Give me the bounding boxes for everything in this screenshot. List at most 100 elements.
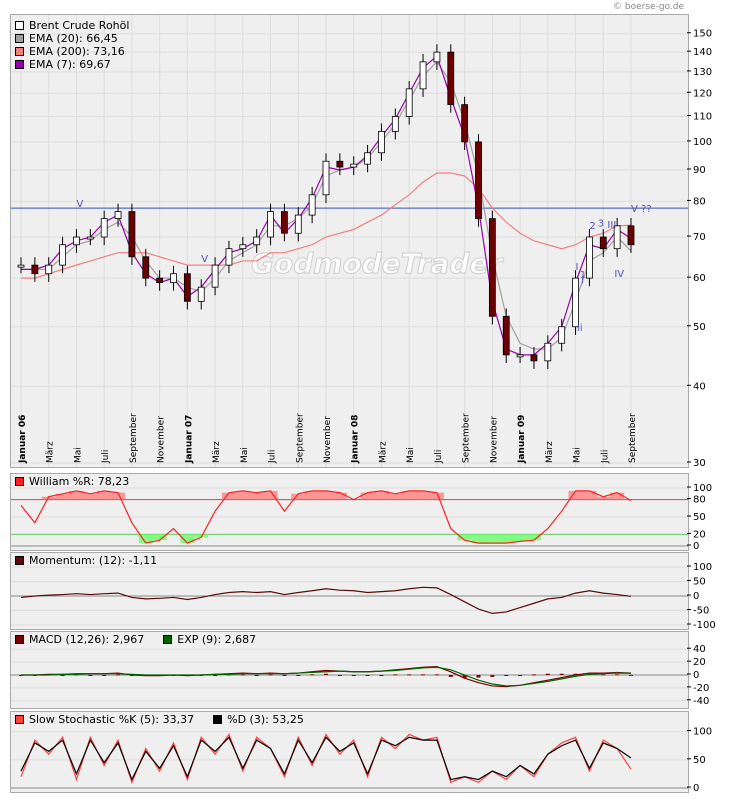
wave-label: V [76,199,83,210]
candle-body [613,225,621,250]
legend-swatch [163,635,173,644]
macd-histogram-bar [102,675,107,676]
x-tick-label: Mai [573,447,583,463]
oversold-fill [152,534,167,541]
overbought-fill [388,493,403,500]
stochastic-d-line [20,736,632,782]
macd-histogram-bar [448,675,453,677]
macd-histogram-bar [310,674,315,676]
x-tick-label: Mai [240,447,250,463]
macd-line [21,666,632,688]
y-tick-label: 20 [693,529,706,540]
wave-label: 3 [598,219,604,230]
macd-histogram-bar [629,674,633,676]
momentum-line [20,586,632,615]
macd-histogram-bar [434,674,439,676]
macd-histogram-bar [462,675,467,679]
y-tick-label: 40 [693,381,706,392]
macd-histogram-bar [116,674,121,676]
legend-swatch [15,47,24,56]
overbought-fill [41,496,56,500]
overbought-fill [374,490,389,500]
candle-body [294,214,302,234]
legend-label: %D (3): 53,25 [227,713,304,726]
candle-body [183,273,191,302]
overbought-fill [111,492,126,500]
oversold-fill [485,534,500,544]
overbought-fill [55,493,70,500]
overbought-fill [221,492,236,500]
wave-label: IV [614,269,624,280]
y-tick-label: 100 [693,137,712,148]
candle-body [211,264,219,288]
legend-label: Slow Stochastic %K (5): 33,37 [29,713,195,726]
candle-body [433,51,441,63]
candle-body [156,277,164,284]
macd-histogram-bar [504,675,509,676]
price-legend: Brent Crude Rohöl EMA (20): 66,45 EMA (200… [15,19,129,71]
candle-body [544,342,552,362]
macd-histogram-bar [296,675,301,676]
overbought-fill [568,490,583,500]
macd-histogram-bar [518,675,523,676]
y-tick-label: 20 [693,657,706,668]
legend-entry: EMA (20): 66,45 [15,32,129,45]
x-tick-label: Juli [434,450,444,464]
x-tick-label: Juli [600,450,610,464]
x-tick-label: November [323,416,333,463]
macd-histogram-bar [254,675,259,676]
x-tick-label: März [212,441,222,463]
y-tick-label: 70 [693,232,706,243]
overbought-fill [305,490,320,500]
legend-entry: Brent Crude Rohöl [15,19,129,32]
momentum-svg [11,566,688,626]
legend-swatch [15,556,24,565]
y-tick-label: 50 [693,577,706,588]
legend-entry: EMA (200): 73,16 [15,45,129,58]
macd-panel: MACD (12,26): 2,967 EXP (9): 2,687 [10,631,689,709]
macd-histogram-bar [213,675,218,676]
williams-r-svg [11,487,688,547]
macd-histogram-bar [351,675,356,676]
y-tick-label: 60 [693,273,706,284]
momentum-legend: Momentum: (12): -1,11 [15,554,171,567]
wave-label: I [576,262,579,273]
y-tick-label: 80 [693,495,706,506]
overbought-fill [596,496,611,500]
candle-body [73,236,80,246]
macd-histogram-bar [393,674,398,676]
legend-label: Brent Crude Rohöl [29,19,130,32]
legend-label: Momentum: (12): -1,11 [29,554,158,567]
overbought-fill [235,490,250,500]
williams-r-line [20,490,632,544]
candle-body [502,315,510,356]
candle-body [627,225,635,246]
x-tick-label: September [628,413,638,463]
y-tick-label: 140 [693,47,712,58]
overbought-fill [610,492,625,500]
macd-histogram-bar [476,675,481,678]
copyright-text: © boerse-go.de [613,2,684,12]
candle-body [516,354,524,358]
oversold-fill [471,534,486,544]
macd-histogram-bar [615,674,620,676]
candle-body [322,160,330,196]
macd-histogram-bar [60,675,65,676]
x-tick-label: Mai [73,447,83,463]
x-tick-label: November [489,416,499,463]
x-tick-label: März [378,441,388,463]
stochastic-k-line [20,733,632,785]
candle-body [586,236,593,279]
candle-body [405,88,413,117]
candle-body [530,354,538,362]
candle-body [475,141,482,220]
exp-signal-line [21,666,632,687]
legend-label: MACD (12,26): 2,967 [29,633,145,646]
legend-swatch [15,21,24,30]
y-tick-label: 130 [693,67,712,78]
x-tick-label: März [46,441,56,463]
candle-body [142,256,150,279]
x-tick-label: Januar 08 [351,415,361,464]
oversold-fill [180,534,195,544]
